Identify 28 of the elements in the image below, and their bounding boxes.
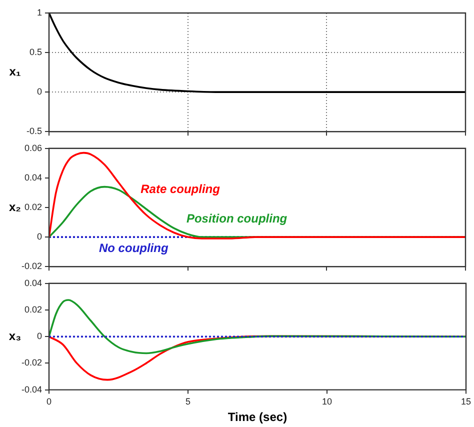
line-series [49,299,466,354]
y-tick-label: 1 [36,7,42,18]
series-label: No coupling [98,241,169,256]
y-tick-label: -0.02 [21,261,42,272]
y-axis-title: x₃ [8,328,22,343]
y-tick-label: 0 [36,86,42,97]
y-axis-title: x₁ [9,64,21,79]
y-tick-label: 0.04 [24,278,42,288]
y-tick-label: -0.02 [21,358,42,368]
line-series [49,13,466,93]
series-label: Rate coupling [140,182,221,196]
y-tick-label: 0 [36,331,42,342]
x-tick-label: 15 [460,396,471,407]
y-tick-label: -0.04 [21,384,42,394]
y-axis-title: x₂ [8,200,22,214]
x-tick-label: 5 [185,396,191,407]
x-tick-label: 10 [322,396,332,407]
y-tick-label: 0.5 [29,47,42,58]
line-series [49,152,466,240]
y-tick-label: 0 [36,232,42,242]
y-tick-label: 0.04 [24,172,42,182]
y-tick-label: -0.5 [26,126,42,136]
x-axis-title: Time (sec) [228,410,288,424]
series-label: Position coupling [186,212,288,226]
y-tick-label: 0.02 [24,304,42,314]
y-tick-label: 0.02 [24,202,42,212]
y-tick-label: 0.06 [24,142,42,153]
x-tick-label: 0 [46,396,52,407]
